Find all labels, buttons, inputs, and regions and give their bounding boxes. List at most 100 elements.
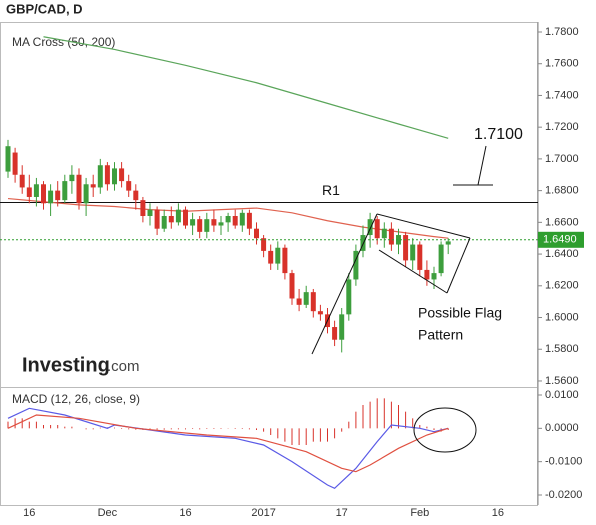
candle-body xyxy=(396,235,401,245)
candle-body xyxy=(154,209,160,229)
candle-body xyxy=(431,273,437,280)
watermark: .com xyxy=(107,358,140,375)
y-tick-label: 1.5800 xyxy=(545,343,579,355)
candle-body xyxy=(282,247,288,274)
y-tick-label: 1.6400 xyxy=(545,248,579,260)
flag-line xyxy=(376,213,471,239)
x-tick-label: 2017 xyxy=(251,507,275,519)
y-tick-label: 1.7200 xyxy=(545,121,579,133)
y-tick-label: 1.6200 xyxy=(545,280,579,292)
candle-body xyxy=(119,168,125,182)
candle-body xyxy=(410,244,416,261)
candle-body xyxy=(339,314,345,340)
candle-body xyxy=(225,216,231,223)
y-tick-label: 1.7000 xyxy=(545,153,579,165)
candle-body xyxy=(97,165,103,188)
candle-body xyxy=(112,168,117,185)
candle-body xyxy=(261,238,267,251)
candle-body xyxy=(218,222,224,226)
candle-body xyxy=(381,228,387,239)
candle-body xyxy=(232,216,238,226)
y-tick-label: 1.6600 xyxy=(545,216,579,228)
candle-body xyxy=(5,146,11,172)
y-tick-label: 0.0100 xyxy=(545,389,579,401)
watermark: Investing xyxy=(22,354,110,376)
highlight-ellipse xyxy=(413,407,477,453)
candle-body xyxy=(310,292,316,312)
x-tick-label: 16 xyxy=(23,507,35,519)
candle-body xyxy=(204,219,210,232)
candle-body xyxy=(424,269,430,280)
x-tick-label: Dec xyxy=(98,507,118,519)
chart-title: GBP/CAD, D xyxy=(6,1,83,16)
candle-body xyxy=(190,219,196,226)
annotation: Possible Flag xyxy=(418,305,502,321)
candle-body xyxy=(275,247,281,264)
candle-body xyxy=(90,184,96,188)
candle-body xyxy=(41,184,46,204)
candle-body xyxy=(33,184,39,197)
candle-body xyxy=(438,244,444,274)
candle-body xyxy=(83,184,89,204)
x-tick-label: 16 xyxy=(492,507,504,519)
annotation: 1.7100 xyxy=(474,126,523,143)
candle-body xyxy=(183,209,188,226)
flag-pole xyxy=(311,213,378,355)
candle-body xyxy=(254,228,259,239)
y-tick-label: 1.7600 xyxy=(545,58,579,70)
candle-body xyxy=(175,209,181,223)
last-price-box xyxy=(538,231,584,248)
candle-body xyxy=(289,273,295,299)
candle-body xyxy=(246,212,252,229)
ma-line xyxy=(43,36,449,139)
candle-body xyxy=(417,244,423,270)
drawings xyxy=(311,145,493,453)
y-tick-label: 1.5600 xyxy=(545,375,579,387)
candle-body xyxy=(239,212,245,226)
candle-body xyxy=(197,219,203,232)
candle-body xyxy=(55,190,61,201)
flag-line xyxy=(378,249,448,294)
candle-body xyxy=(317,311,323,315)
candle-body xyxy=(388,228,394,245)
y-tick-label: 1.7400 xyxy=(545,89,579,101)
candle-body xyxy=(211,219,217,226)
candle-body xyxy=(374,219,380,239)
annotation: Pattern xyxy=(418,327,463,343)
flag-line xyxy=(446,237,471,294)
candle-body xyxy=(332,327,338,340)
y-tick-label: -0.0100 xyxy=(545,456,582,468)
candle-body xyxy=(140,200,146,217)
last-price-label: 1.6490 xyxy=(543,234,577,246)
y-tick-label: 1.6000 xyxy=(545,311,579,323)
candle-body xyxy=(296,298,302,305)
y-tick-label: -0.0200 xyxy=(545,489,582,501)
candle-body xyxy=(445,241,451,245)
candle-body xyxy=(26,187,32,197)
y-tick-label: 0.0000 xyxy=(545,422,579,434)
candle-body xyxy=(367,219,373,236)
candle-body xyxy=(346,279,352,315)
y-tick-label: 1.7800 xyxy=(545,26,579,38)
candle-body xyxy=(303,292,309,305)
candle-body xyxy=(48,190,54,204)
candle-body xyxy=(168,216,174,223)
indicator-label: MA Cross (50, 200) xyxy=(12,35,115,49)
candle-body xyxy=(133,190,139,201)
x-tick-label: 17 xyxy=(336,507,348,519)
candle-body xyxy=(147,209,153,217)
candle-body xyxy=(12,152,18,175)
y-tick-label: 1.6800 xyxy=(545,185,579,197)
candle-body xyxy=(161,216,167,229)
candle-body xyxy=(403,235,409,261)
candle-body xyxy=(69,174,75,182)
x-tick-label: 16 xyxy=(179,507,191,519)
r1-label: R1 xyxy=(322,182,340,198)
candle-body xyxy=(353,250,359,280)
candle-body xyxy=(19,174,25,188)
indicator-label: MACD (12, 26, close, 9) xyxy=(12,392,140,406)
candle-body xyxy=(104,165,110,185)
macd-line xyxy=(7,414,449,473)
candle-body xyxy=(268,250,274,264)
